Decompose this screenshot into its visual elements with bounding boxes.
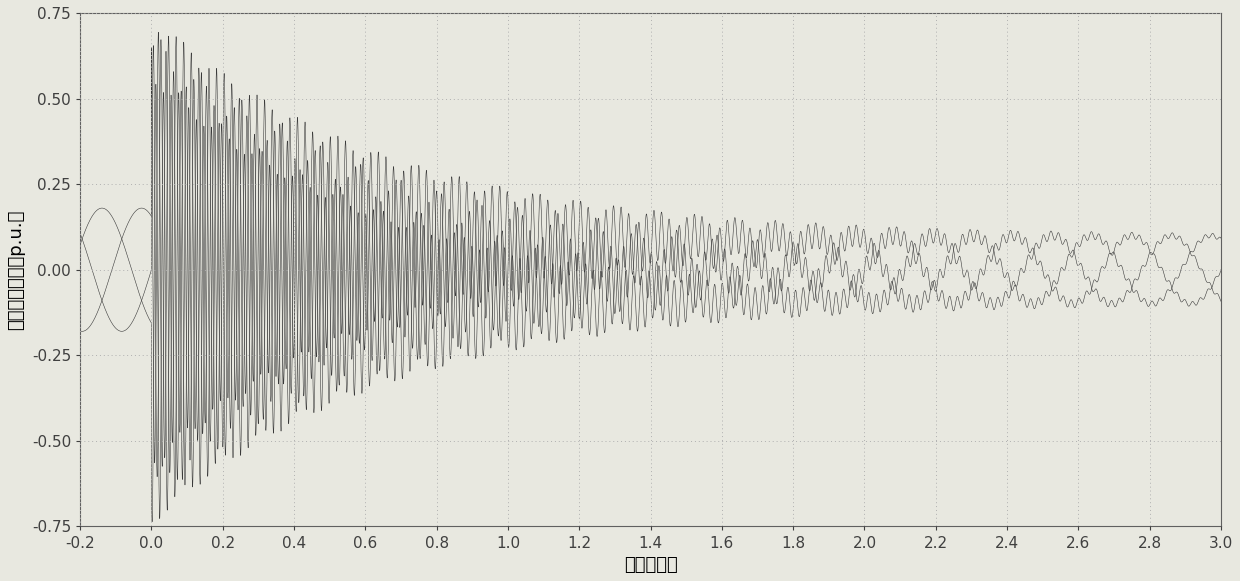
Y-axis label: 转子感应电势（p.u.）: 转子感应电势（p.u.） xyxy=(7,210,25,330)
X-axis label: 时间（秒）: 时间（秒） xyxy=(624,556,677,574)
